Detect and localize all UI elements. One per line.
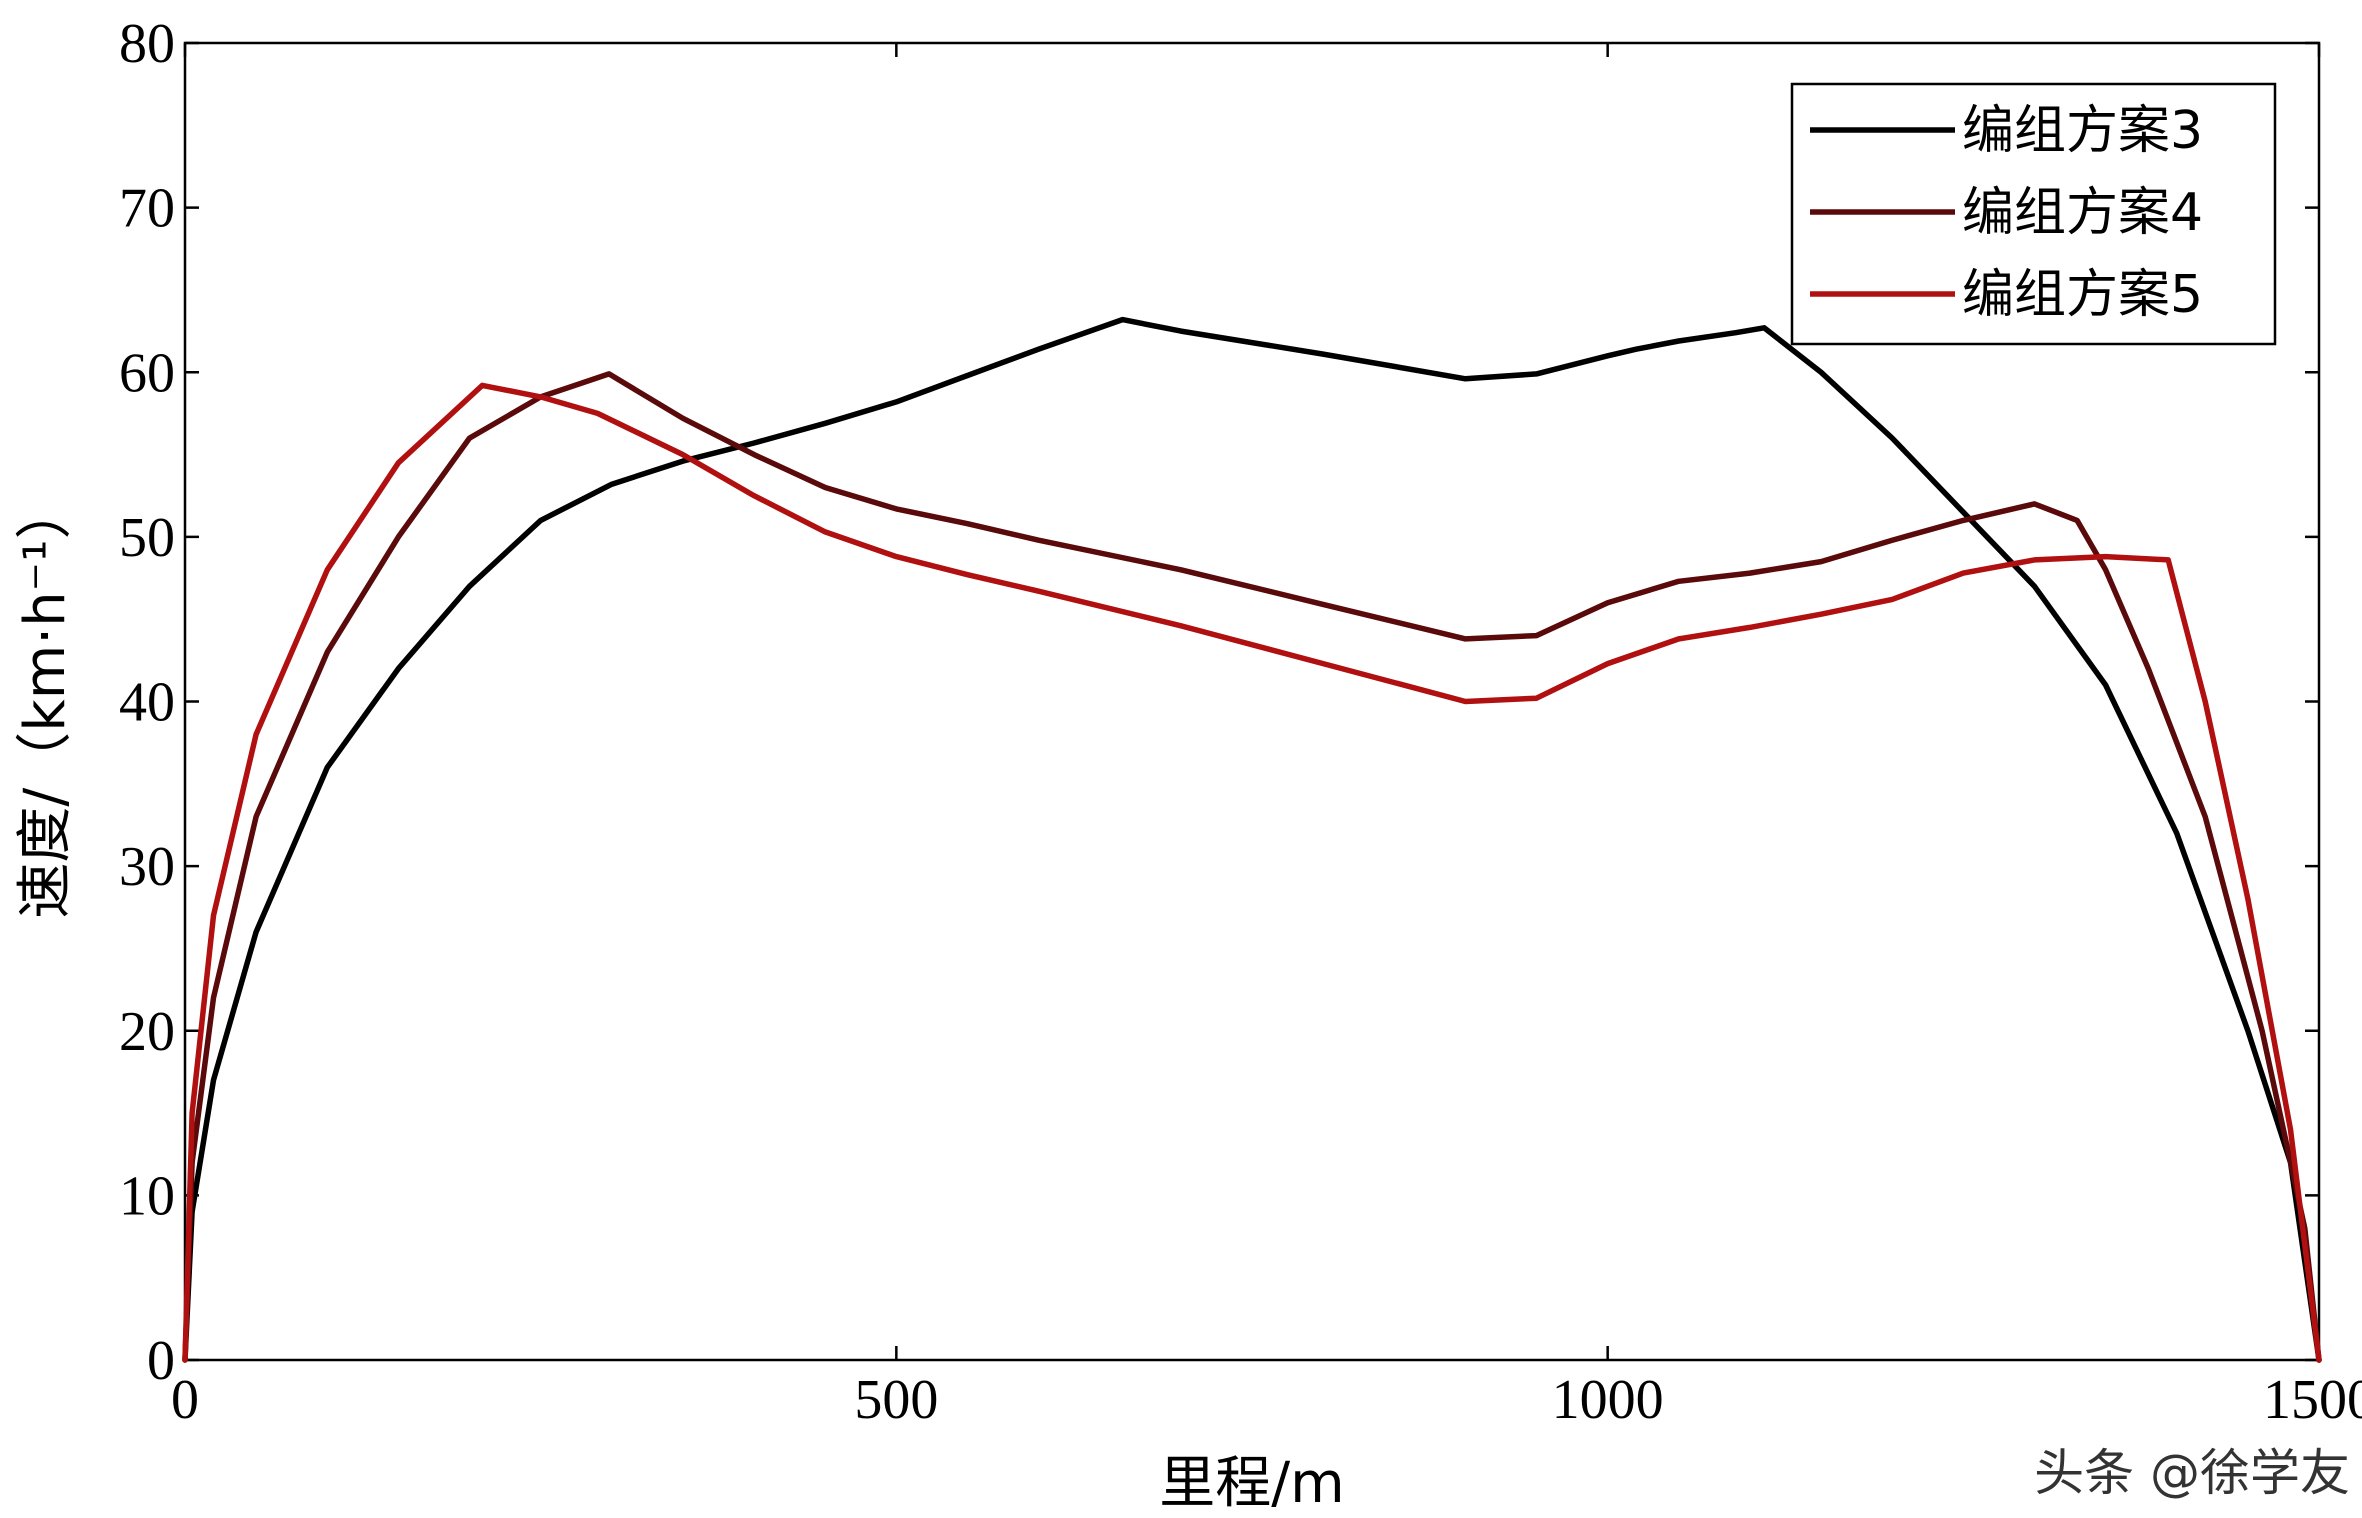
y-tick-label: 30	[119, 836, 175, 898]
y-tick-label: 50	[119, 507, 175, 569]
y-tick-label: 0	[147, 1330, 175, 1392]
legend-label: 编组方案5	[1962, 265, 2203, 325]
y-tick-label: 60	[119, 342, 175, 404]
series-line-2	[182, 371, 2322, 1363]
watermark: 头条 @徐学友	[2034, 1444, 2350, 1502]
y-tick-label: 20	[119, 1001, 175, 1063]
y-tick-label: 40	[119, 672, 175, 734]
y-tick-labels: 0 10 20 30 40 50 60 70 80	[119, 13, 175, 1392]
legend: 编组方案3 编组方案4 编组方案5	[1790, 82, 2277, 346]
series-line-1	[182, 316, 2322, 1363]
y-tick-label: 70	[119, 178, 175, 240]
x-tick-label: 1000	[1552, 1369, 1664, 1431]
y-axis-title: 速度/（km·h⁻¹）	[13, 483, 78, 918]
x-tick-labels: 0 500 1000 1500	[171, 1369, 2362, 1431]
x-tick-label: 500	[854, 1369, 938, 1431]
legend-label: 编组方案3	[1962, 101, 2203, 161]
x-tick-label: 1500	[2263, 1369, 2362, 1431]
legend-label: 编组方案4	[1962, 183, 2203, 243]
x-axis-title: 里程/m	[1159, 1451, 1344, 1516]
series-lines	[182, 316, 2322, 1363]
y-tick-label: 80	[119, 13, 175, 75]
y-tick-label: 10	[119, 1165, 175, 1227]
series-line-3	[182, 382, 2322, 1363]
x-tick-label: 0	[171, 1369, 199, 1431]
